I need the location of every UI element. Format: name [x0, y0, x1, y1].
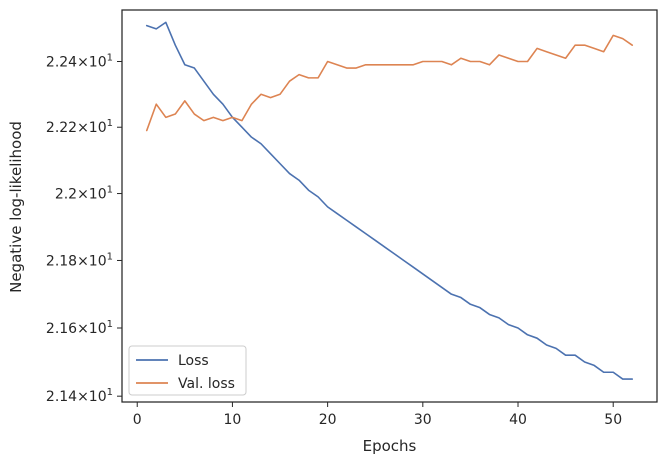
y-tick-label: 2.18×101: [46, 251, 113, 269]
x-axis-ticks: 0 10 20 30 40 50: [133, 402, 622, 428]
y-tick-label: 2.16×101: [46, 319, 113, 337]
y-tick-label: 2.14×101: [46, 387, 113, 405]
axes-frame: [121, 9, 658, 403]
x-tick-label: 40: [509, 412, 527, 428]
series-line-val-loss: [145, 34, 634, 132]
y-tick-label: 2.22×101: [46, 118, 113, 136]
x-tick-label: 50: [604, 412, 622, 428]
legend-label-loss: Loss: [178, 353, 209, 369]
x-tick-label: 20: [319, 412, 337, 428]
y-tick-label: 2.2×101: [55, 185, 113, 203]
legend-label-val-loss: Val. loss: [178, 376, 235, 392]
x-tick-label: 10: [224, 412, 242, 428]
legend: Loss Val. loss: [128, 345, 247, 396]
series-line-loss: [145, 21, 634, 380]
plot-area: [145, 21, 634, 380]
x-axis-label: Epochs: [363, 437, 417, 455]
x-tick-label: 0: [133, 412, 142, 428]
x-tick-label: 30: [414, 412, 432, 428]
y-axis-ticks: 2.14×101 2.16×101 2.18×101 2.2×101 2.22×101 2…: [46, 53, 122, 405]
y-axis-label: Negative log-likelihood: [7, 121, 25, 293]
y-tick-label: 2.24×101: [46, 53, 113, 71]
